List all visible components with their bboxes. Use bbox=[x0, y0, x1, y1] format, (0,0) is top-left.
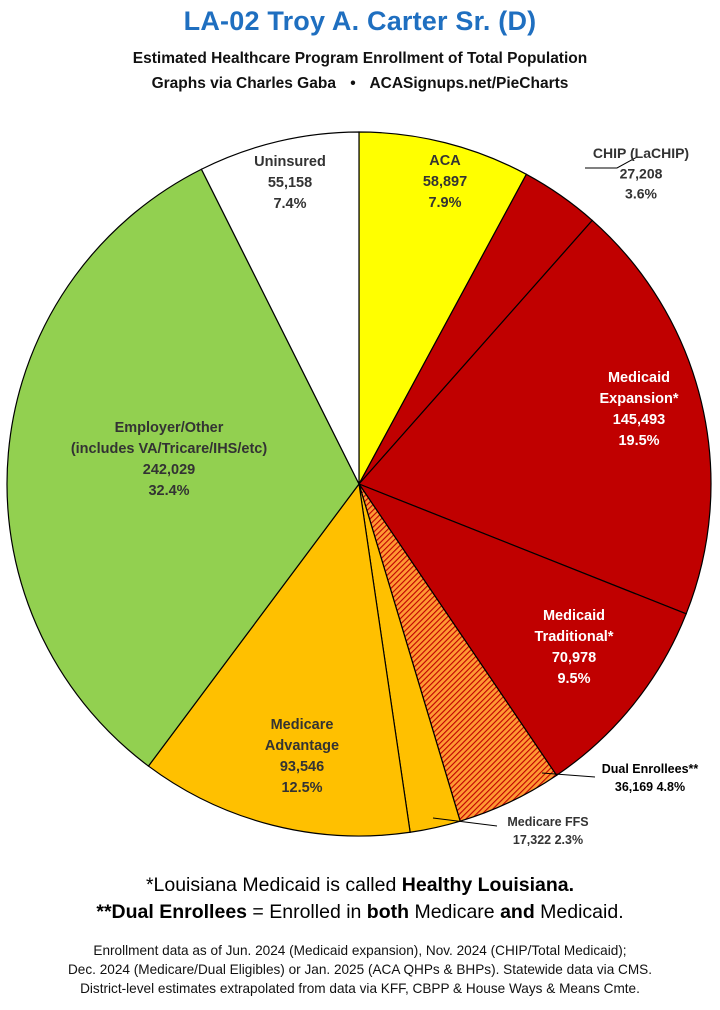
label-medicaid-traditional: Medicaid Traditional* 70,978 9.5% bbox=[535, 608, 614, 687]
note-healthy-louisiana: *Louisiana Medicaid is called Healthy Lo… bbox=[0, 874, 720, 897]
label-medicare-advantage: Medicare Advantage 93,546 12.5% bbox=[265, 717, 339, 796]
footer-line-1: Enrollment data as of Jun. 2024 (Medicai… bbox=[93, 943, 627, 958]
slice-medicare-advantage bbox=[147, 482, 411, 837]
label-uninsured: Uninsured 55,158 7.4% bbox=[254, 154, 326, 212]
label-medicaid-expansion: Medicaid Expansion* 145,493 19.5% bbox=[600, 370, 679, 449]
pie-chart: ACA 58,897 7.9% CHIP (LaCHIP) 27,208 3.6% Medi… bbox=[6, 131, 712, 847]
note1-text: *Louisiana Medicaid is called bbox=[145, 874, 402, 896]
credit-author: Graphs via Charles Gaba bbox=[151, 75, 336, 92]
footer-line-2: Dec. 2024 (Medicare/Dual Eligibles) or J… bbox=[67, 962, 653, 977]
leader-medicare-ffs bbox=[432, 817, 498, 827]
note2-both: both bbox=[366, 901, 410, 923]
slice-uninsured bbox=[200, 131, 360, 485]
note2-text1: = Enrolled in bbox=[247, 901, 367, 923]
pie-slices bbox=[6, 131, 712, 837]
slice-aca bbox=[358, 131, 528, 485]
credit-url: ACASignups.net/PieCharts bbox=[369, 75, 569, 92]
note1-bold: Healthy Louisiana. bbox=[401, 874, 575, 896]
note2-text2: Medicare bbox=[409, 901, 501, 923]
note2-text3: Medicaid. bbox=[534, 901, 624, 923]
label-medicare-ffs: Medicare FFS 17,322 2.3% bbox=[507, 815, 588, 847]
label-employer-other-includes-va-tricare-ihs-etc: Employer/Other (includes VA/Tricare/IHS/e… bbox=[71, 420, 268, 499]
label-aca: ACA 58,897 7.9% bbox=[423, 153, 467, 211]
note2-term: **Dual Enrollees bbox=[96, 901, 248, 923]
slice-medicaid-expansion bbox=[357, 219, 712, 615]
label-dual-enrollees: Dual Enrollees** 36,169 4.8% bbox=[602, 762, 699, 794]
leader-dual-enrollees bbox=[541, 772, 596, 778]
slice-medicaid-traditional bbox=[357, 482, 687, 777]
credit-separator: • bbox=[350, 75, 356, 92]
slice-labels: ACA 58,897 7.9% CHIP (LaCHIP) 27,208 3.6% Medi… bbox=[71, 145, 699, 847]
label-chip-lachip: CHIP (LaCHIP) 27,208 3.6% bbox=[593, 145, 689, 202]
note2-and: and bbox=[500, 901, 535, 923]
credit-line: Graphs via Charles Gaba • ACASignups.net… bbox=[0, 75, 720, 93]
page-title: LA-02 Troy A. Carter Sr. (D) bbox=[183, 6, 537, 36]
note-dual-enrollees: **Dual Enrollees = Enrolled in both Medi… bbox=[0, 901, 720, 924]
leader-chip-lachip bbox=[585, 156, 638, 169]
footer-line-3: District-level estimates extrapolated fr… bbox=[80, 981, 640, 996]
leader-lines bbox=[432, 156, 638, 827]
slice-employer-other-includes-va-tricare-ihs-etc bbox=[6, 168, 360, 767]
chart-subtitle: Estimated Healthcare Program Enrollment … bbox=[132, 50, 588, 67]
